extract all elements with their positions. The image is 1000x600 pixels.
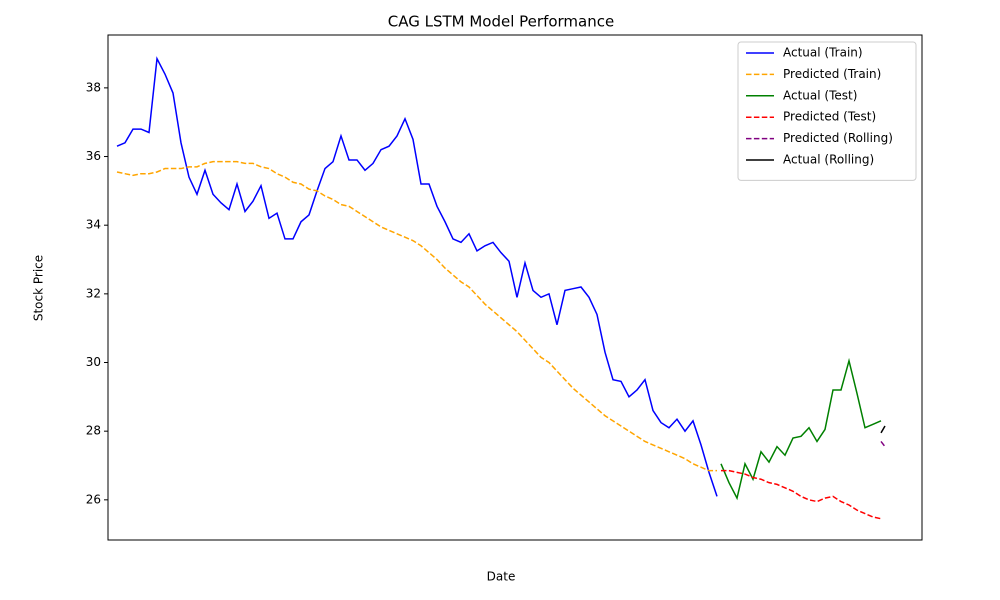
y-tick-label: 30 <box>86 355 101 369</box>
legend-label: Actual (Train) <box>783 46 863 60</box>
y-tick-label: 32 <box>86 286 101 300</box>
y-tick-label: 36 <box>86 149 101 163</box>
series-line <box>116 56 718 497</box>
y-tick-label: 34 <box>86 218 101 232</box>
series-line <box>880 425 886 434</box>
series-line <box>116 160 717 472</box>
legend-label: Predicted (Test) <box>783 110 876 124</box>
legend-label: Predicted (Rolling) <box>783 131 893 145</box>
chart-title: CAG LSTM Model Performance <box>388 13 614 31</box>
y-axis-label: Stock Price <box>32 255 46 321</box>
y-tick-label: 38 <box>86 80 101 94</box>
legend-label: Actual (Rolling) <box>783 153 874 167</box>
series-line <box>721 469 882 520</box>
y-tick-label: 28 <box>86 424 101 438</box>
series-line <box>880 441 886 448</box>
legend-label: Actual (Test) <box>783 88 857 102</box>
x-axis-label: Date <box>487 570 516 584</box>
series-line <box>720 357 882 501</box>
y-tick-label: 26 <box>86 492 101 506</box>
legend-box <box>737 41 917 181</box>
legend-label: Predicted (Train) <box>783 67 881 81</box>
plot-frame <box>107 34 923 541</box>
